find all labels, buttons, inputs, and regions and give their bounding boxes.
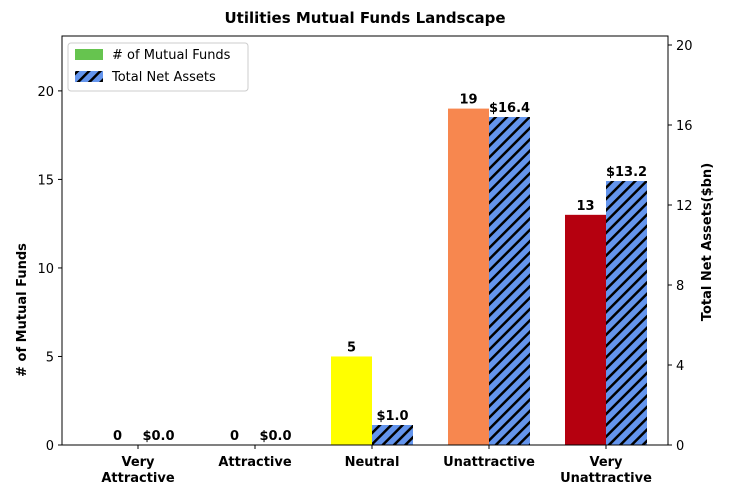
y2-tick-label: 4 xyxy=(676,359,684,374)
y-tick-label: 20 xyxy=(37,85,54,100)
y2-tick-label: 0 xyxy=(676,439,684,454)
y-axis-label: # of Mutual Funds xyxy=(15,243,30,377)
legend-swatch xyxy=(75,49,103,60)
x-tick-label: Very Unattractive xyxy=(560,455,652,486)
data-label: $0.0 xyxy=(259,429,291,444)
x-tick-label: Neutral xyxy=(345,455,400,470)
bar xyxy=(606,181,647,445)
plot-frame xyxy=(61,35,669,446)
legend-box xyxy=(67,42,249,92)
x-tick-label: Unattractive xyxy=(443,455,535,470)
y-tick-label: 10 xyxy=(37,262,54,277)
data-label: 0 xyxy=(230,429,239,444)
data-label: $13.2 xyxy=(606,165,647,180)
y-tick-label: 5 xyxy=(46,350,54,365)
y2-tick-label: 20 xyxy=(676,39,693,54)
bar xyxy=(372,425,413,445)
legend-swatch xyxy=(75,71,103,82)
data-label: 0 xyxy=(113,429,122,444)
bar xyxy=(489,117,530,445)
chart-title: Utilities Mutual Funds Landscape xyxy=(224,9,505,27)
data-label: $16.4 xyxy=(489,101,530,116)
data-label: 13 xyxy=(576,199,594,214)
data-label: 19 xyxy=(459,93,477,108)
x-tick-label: Very Attractive xyxy=(101,455,175,486)
bar xyxy=(565,214,606,445)
y-tick-label: 15 xyxy=(37,173,54,188)
bar xyxy=(331,356,372,445)
legend-label: Total Net Assets xyxy=(111,70,216,85)
y2-tick-label: 16 xyxy=(676,119,693,134)
y-tick-label: 0 xyxy=(46,439,54,454)
y2-tick-label: 8 xyxy=(676,279,684,294)
data-label: $1.0 xyxy=(376,409,408,424)
x-tick-label: Attractive xyxy=(218,455,292,470)
y2-axis-label: Total Net Assets($bn) xyxy=(700,163,715,321)
legend-label: # of Mutual Funds xyxy=(112,48,231,63)
y2-tick-label: 12 xyxy=(676,199,693,214)
bar xyxy=(448,108,489,445)
data-label: $0.0 xyxy=(142,429,174,444)
data-label: 5 xyxy=(347,340,356,355)
